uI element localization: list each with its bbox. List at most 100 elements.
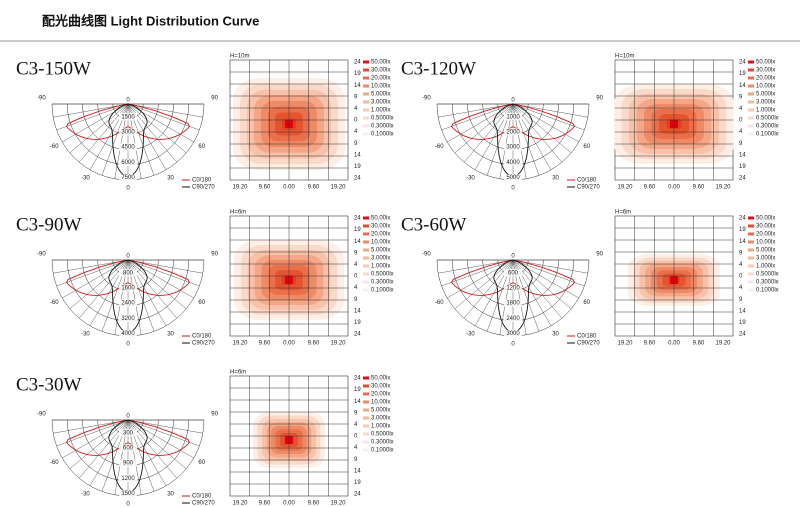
angle-label: -30 — [466, 331, 475, 337]
lux-label: 50.00lx — [371, 60, 390, 66]
lux-swatch — [748, 124, 754, 128]
map-y-label: 19 — [354, 164, 361, 170]
radial-label: 4500 — [121, 145, 135, 151]
polar-spoke — [447, 103, 514, 143]
angle-label: 90 — [211, 412, 218, 418]
map-y-label: 14 — [354, 468, 361, 474]
lux-swatch — [363, 272, 369, 276]
panel-title: C3-30W — [16, 374, 82, 395]
map-y-label: 4 — [354, 285, 358, 291]
lux-swatch — [363, 432, 369, 436]
lux-label: 5.000lx — [371, 92, 390, 98]
radial-label: 2000 — [506, 129, 520, 135]
map-y-label: 9 — [354, 250, 358, 256]
map-x-label: 9.60 — [259, 501, 271, 507]
radial-label-bg — [119, 158, 137, 166]
map-height: H=6m — [230, 210, 246, 216]
legend-label: C0/180 — [577, 334, 597, 340]
map-y-label: 24 — [739, 216, 746, 222]
map-y-label: 9 — [739, 141, 743, 147]
polar-spoke — [512, 103, 572, 154]
lux-swatch — [363, 392, 369, 396]
map-y-label: 14 — [739, 239, 746, 245]
lux-label: 1.000lx — [756, 264, 775, 270]
radial-label: 1600 — [121, 285, 135, 291]
radial-label-bg — [119, 269, 137, 277]
map-y-label: 19 — [739, 164, 746, 170]
legend-label: C90/270 — [577, 185, 600, 191]
polar-spoke — [441, 259, 514, 287]
map-x-label: 9.60 — [259, 185, 271, 191]
radial-label-bg — [504, 113, 522, 121]
angle-label: -60 — [435, 144, 444, 150]
polar-spoke — [62, 259, 129, 299]
angle-label: 30 — [552, 331, 559, 337]
radial-label-bg — [119, 174, 137, 181]
legend-label: C90/270 — [192, 501, 215, 507]
angle-label: 0 — [511, 186, 515, 192]
radial-label: 300 — [123, 430, 134, 436]
lux-label: 0.5000lx — [371, 272, 394, 278]
polar-spoke — [69, 103, 129, 154]
legend-label: C0/180 — [192, 334, 212, 340]
header-title: 配光曲线图 Light Distribution Curve — [42, 13, 259, 28]
radial-label: 5000 — [506, 175, 520, 181]
angle-label: 60 — [583, 300, 590, 306]
lux-label: 0.1000lx — [371, 448, 394, 454]
legend-label: C0/180 — [577, 178, 597, 184]
radial-label: 2400 — [121, 301, 135, 307]
radial-label-bg — [504, 128, 522, 136]
lux-swatch — [363, 448, 369, 452]
map-x-label: 0.00 — [668, 341, 680, 347]
polar-curve — [450, 103, 576, 140]
radial-label-bg — [504, 314, 522, 322]
radial-label-bg — [119, 429, 137, 437]
polar-spoke — [512, 259, 572, 310]
legend-label: C0/180 — [192, 178, 212, 184]
lux-swatch — [363, 376, 369, 380]
map-y-label: 24 — [739, 332, 746, 338]
map-y-label: 4 — [354, 445, 358, 451]
lux-swatch — [363, 100, 369, 104]
radial-label: 4000 — [506, 160, 520, 166]
lux-label: 50.00lx — [756, 60, 775, 66]
lux-swatch — [748, 280, 754, 284]
map-y-label: 14 — [739, 83, 746, 89]
legend-label: C90/270 — [577, 341, 600, 347]
map-y-label: 9 — [739, 94, 743, 100]
lux-label: 50.00lx — [371, 216, 390, 222]
polar-spoke — [441, 103, 514, 131]
angle-label: -30 — [81, 491, 90, 497]
angle-label: 0 — [511, 254, 515, 260]
radial-label: 3000 — [506, 331, 520, 337]
map-x-label: 0.00 — [283, 501, 295, 507]
angle-label: -60 — [50, 144, 59, 150]
map-y-label: 24 — [354, 376, 361, 382]
radial-label-bg — [119, 128, 137, 136]
angle-label: 0 — [126, 186, 130, 192]
polar-spoke — [447, 259, 514, 299]
map-x-label: 19.20 — [232, 185, 248, 191]
lux-label: 10.00lx — [371, 240, 390, 246]
angle-label: -90 — [37, 252, 46, 258]
map-y-label: 9 — [739, 297, 743, 303]
radial-label: 6000 — [121, 160, 135, 166]
map-y-label: 9 — [354, 94, 358, 100]
map-x-label: 0.00 — [668, 185, 680, 191]
lux-swatch — [363, 440, 369, 444]
radial-label: 7500 — [121, 175, 135, 181]
lux-swatch — [363, 224, 369, 228]
map-x-label: 9.60 — [259, 341, 271, 347]
lux-label: 0.5000lx — [371, 432, 394, 438]
lux-label: 20.00lx — [756, 232, 775, 238]
map-y-label: 0 — [739, 274, 743, 280]
map-x-label: 19.20 — [617, 341, 633, 347]
lux-label: 50.00lx — [756, 216, 775, 222]
polar-spoke — [127, 259, 194, 299]
lux-label: 1.000lx — [756, 108, 775, 114]
polar-spoke — [53, 103, 129, 118]
lux-swatch — [363, 288, 369, 292]
lux-label: 3.000lx — [371, 256, 390, 262]
lux-label: 20.00lx — [371, 392, 390, 398]
